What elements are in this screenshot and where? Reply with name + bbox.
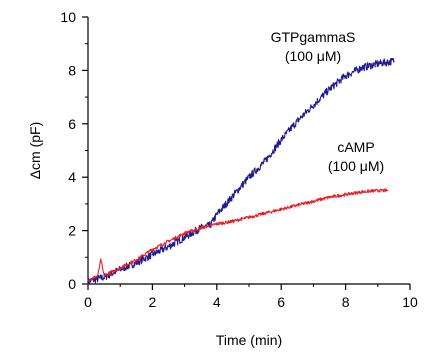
annotation-camp-line: cAMP <box>337 139 374 155</box>
series-0-point <box>280 139 282 141</box>
series-1-point <box>345 193 347 196</box>
series-0-point <box>393 60 395 62</box>
series-1-trace <box>87 188 388 282</box>
series-1-point <box>135 259 137 261</box>
x-tick-label: 0 <box>84 294 92 310</box>
annotation-camp-line: (100 μM) <box>328 158 384 174</box>
x-tick-label: 6 <box>277 294 285 310</box>
series-0-point <box>232 195 234 197</box>
series-0-point <box>377 63 379 65</box>
series-1-point <box>377 189 379 192</box>
series-1-point <box>200 227 202 229</box>
y-tick-label: 0 <box>68 276 76 292</box>
y-tick-label: 4 <box>68 169 76 185</box>
series-0-point <box>312 104 314 106</box>
series-1-point <box>296 204 298 206</box>
series-0-point <box>248 176 250 178</box>
series-0-point <box>264 160 266 162</box>
annotation-layer: GTPgammaS (100 μM) cAMP (100 μM) <box>271 29 385 174</box>
series-0-point <box>184 236 186 238</box>
series-1-point <box>151 248 153 250</box>
series-0-point <box>216 213 218 216</box>
x-tick-label: 8 <box>342 294 350 310</box>
x-axis-label: Time (min) <box>216 332 282 348</box>
x-tick-label: 10 <box>402 294 418 310</box>
y-tick-label: 2 <box>68 223 76 239</box>
series-1-point <box>216 223 218 225</box>
series-0-point <box>151 254 153 256</box>
series-1-point <box>167 240 170 242</box>
series-1-point <box>100 259 102 261</box>
series-0-trace <box>87 57 395 286</box>
axes: 0 2 4 6 8 10 0 2 4 6 8 10 Time (min) Δcm (pF) <box>27 9 418 348</box>
series-0-point <box>361 67 363 69</box>
series-layer <box>87 57 395 286</box>
annotation-gtp-line: (100 μM) <box>285 48 341 64</box>
series-1-point <box>103 275 105 277</box>
annotation-gtp-line: GTPgammaS <box>271 29 356 45</box>
series-0-point <box>167 246 170 248</box>
y-tick-label: 10 <box>60 9 76 25</box>
y-tick-label: 8 <box>68 62 76 78</box>
series-1-point <box>264 212 266 214</box>
series-0-point <box>296 120 298 122</box>
series-1-point <box>361 191 363 193</box>
y-axis-label: Δcm (pF) <box>27 122 43 180</box>
series-1-point <box>97 275 99 277</box>
series-1-point <box>312 200 314 202</box>
series-1-point <box>119 267 121 269</box>
series-0-point <box>328 88 331 90</box>
series-1-point <box>248 216 250 218</box>
series-0-point <box>135 262 137 264</box>
x-tick-label: 4 <box>213 294 221 310</box>
series-1-point <box>232 220 234 222</box>
x-tick-label: 2 <box>149 294 157 310</box>
series-0-point <box>345 75 347 77</box>
series-1-point <box>280 208 282 210</box>
series-1-point <box>328 196 331 198</box>
series-1-point <box>184 232 186 234</box>
series-1-point <box>386 189 389 192</box>
y-tick-label: 6 <box>68 116 76 132</box>
series-1-point <box>87 279 89 281</box>
